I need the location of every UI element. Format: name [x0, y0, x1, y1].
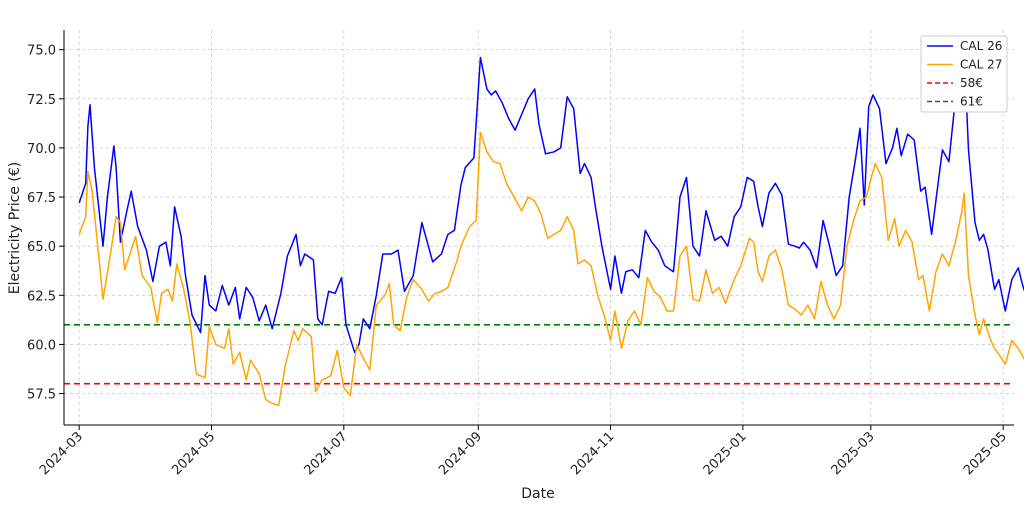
axes-frame: [63, 30, 1014, 426]
legend-label: 58€: [960, 76, 983, 90]
y-tick-label: 65.0: [27, 240, 56, 255]
x-tick-label: 2024-07: [302, 429, 351, 478]
y-tick-label: 60.0: [27, 338, 56, 353]
legend-label: CAL 26: [960, 39, 1002, 53]
y-tick-label: 67.5: [27, 191, 56, 206]
x-tick-label: 2024-03: [37, 429, 86, 478]
plot-area: [64, 30, 1014, 425]
x-tick-label: 2024-09: [436, 429, 485, 478]
x-tick-label: 2025-05: [961, 429, 1010, 478]
series-line-cal-27: [78, 131, 1024, 407]
legend: CAL 26 CAL 27 58€ 61€: [920, 35, 1008, 113]
y-tick-label: 72.5: [27, 93, 56, 108]
legend-label: CAL 27: [960, 58, 1002, 72]
y-tick-label: 57.5: [27, 388, 56, 403]
reference-lines: [64, 323, 1014, 385]
y-tick-label: 62.5: [27, 289, 56, 304]
y-tick-label: 70.0: [27, 142, 56, 157]
grid: [64, 30, 1014, 425]
x-axis-label: Date: [521, 486, 554, 502]
x-tick-label: 2024-11: [568, 429, 617, 478]
legend-label: 61€: [960, 95, 983, 109]
y-ticks: 57.5 60.0 62.5 65.0 67.5 70.0 72.5 75.0: [27, 44, 64, 403]
x-tick-label: 2025-01: [701, 429, 750, 478]
y-axis-label: Electricity Price (€): [7, 162, 23, 294]
x-tick-label: 2024-05: [169, 429, 218, 478]
legend-box: [920, 35, 1008, 113]
y-tick-label: 75.0: [27, 44, 56, 59]
x-tick-label: 2025-03: [829, 429, 878, 478]
x-ticks: 2024-03 2024-05 2024-07 2024-09 2024-11 2025-…: [37, 425, 1010, 478]
